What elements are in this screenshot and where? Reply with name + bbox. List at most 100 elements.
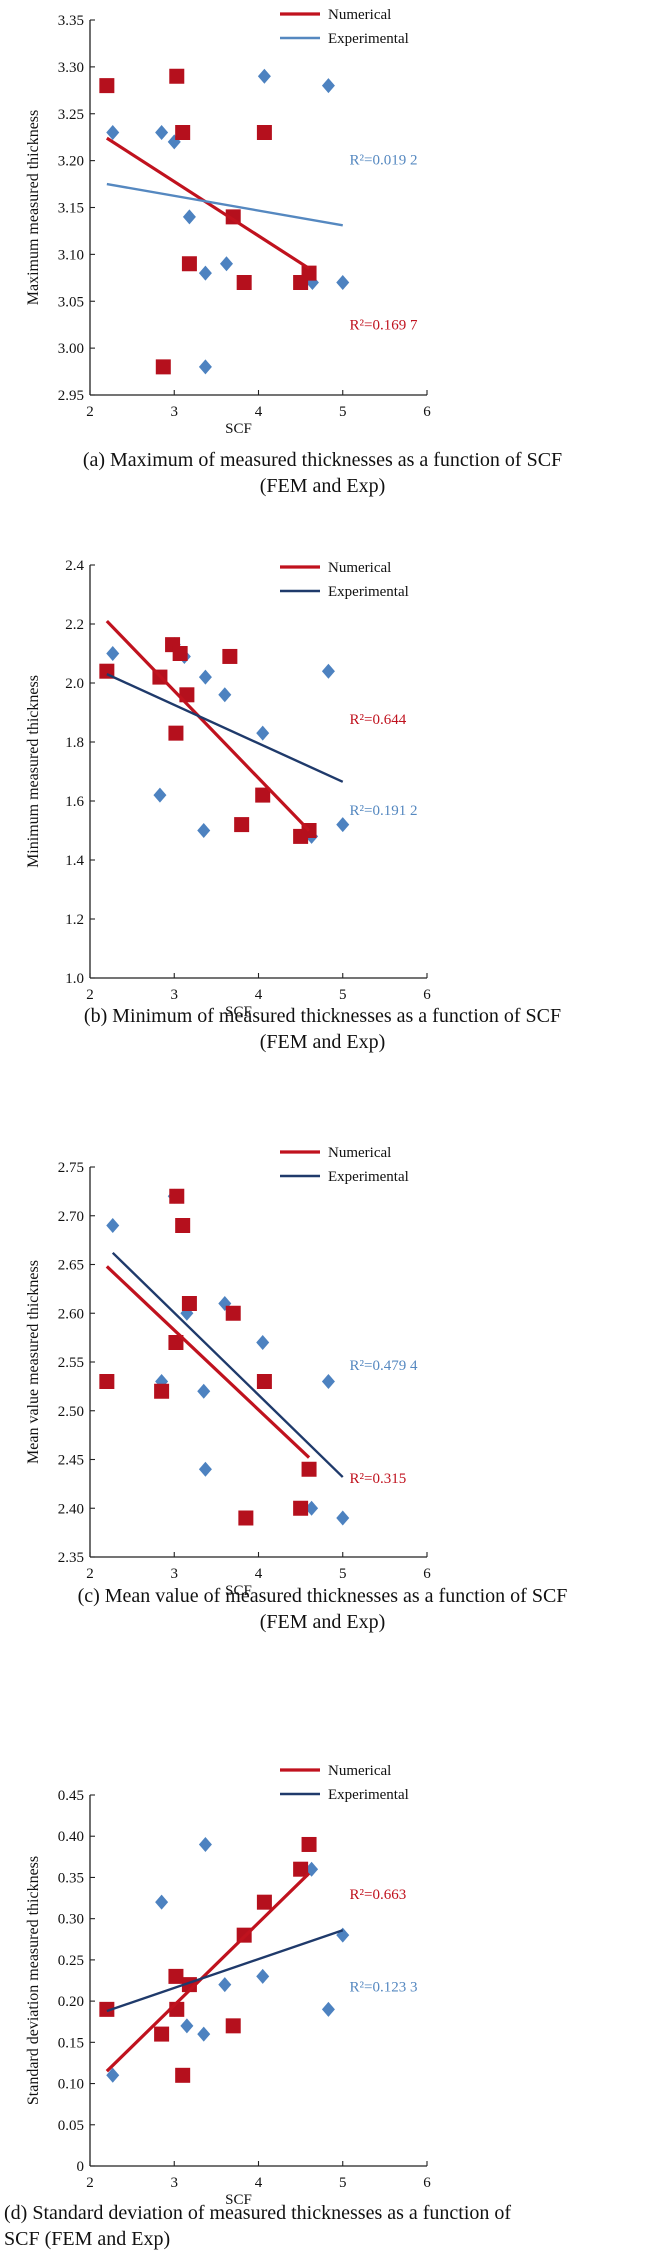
- numerical-point: [99, 2001, 115, 2017]
- legend-numerical-label: Numerical: [328, 1145, 391, 1161]
- caption-b-line-1: (b) Minimum of measured thicknesses as a…: [83, 1005, 562, 1027]
- numerical-trend-line: [105, 619, 311, 832]
- y-tick-label: 2.35: [58, 1550, 84, 1566]
- experimental-point: [180, 2018, 194, 2034]
- y-axis-label: Minimum measured thickness: [25, 675, 42, 868]
- numerical-trend-line: [105, 136, 310, 270]
- experimental-point: [219, 256, 233, 272]
- caption-a: (a) Maximum of measured thicknesses as a…: [0, 447, 645, 499]
- y-tick-label: 2.55: [58, 1355, 84, 1371]
- numerical-point: [225, 1305, 241, 1321]
- numerical-r2-label: R²=0.663: [349, 1887, 406, 1903]
- legend-experimental-label: Experimental: [328, 1787, 409, 1803]
- numerical-point: [168, 1968, 184, 1984]
- y-tick-label: 2.0: [65, 676, 84, 692]
- caption-b-line-2: (FEM and Exp): [259, 1031, 386, 1053]
- y-tick-label: 0.30: [58, 1912, 84, 1928]
- experimental-point: [106, 2067, 120, 2083]
- x-tick-label: 2: [86, 2175, 94, 2191]
- x-tick-label: 6: [423, 404, 431, 420]
- experimental-point: [198, 265, 212, 281]
- experimental-r2-label: R²=0.123 3: [349, 1980, 417, 1996]
- x-tick-label: 4: [255, 1566, 263, 1582]
- x-tick-label: 3: [171, 987, 179, 1003]
- experimental-point: [321, 663, 335, 679]
- numerical-point: [238, 1510, 254, 1526]
- experimental-point: [218, 687, 232, 703]
- caption-c: (c) Mean value of measured thicknesses a…: [0, 1583, 645, 1635]
- legend: Numerical Experimental: [280, 560, 409, 600]
- x-tick-label: 3: [171, 404, 179, 420]
- y-tick-label: 2.60: [58, 1306, 84, 1322]
- legend-experimental-label: Experimental: [328, 584, 409, 600]
- y-tick-label: 1.2: [65, 912, 84, 928]
- numerical-point: [293, 1861, 309, 1877]
- experimental-point: [106, 125, 120, 140]
- y-tick-label: 2.70: [58, 1209, 84, 1225]
- numerical-point: [255, 787, 271, 803]
- y-tick-label: 1.6: [65, 794, 84, 810]
- y-tick-label: 3.30: [58, 60, 84, 76]
- caption-b: (b) Minimum of measured thicknesses as a…: [0, 1003, 645, 1055]
- y-tick-label: 2.4: [65, 558, 84, 574]
- y-tick-label: 3.20: [58, 154, 84, 170]
- chart-c: 2 3 4 5 6 2.35 2.40 2.45 2.50 2.55 2.60 2.65 2.70 2.7…: [25, 1145, 431, 1599]
- y-tick-label: 2.65: [58, 1258, 84, 1274]
- y-tick-label: 2.50: [58, 1404, 84, 1420]
- caption-c-line-1: (c) Mean value of measured thicknesses a…: [77, 1585, 568, 1607]
- y-axis-label: Maximum measured thickness: [25, 110, 42, 306]
- x-tick-label: 6: [423, 2175, 431, 2191]
- experimental-point: [198, 1836, 212, 1852]
- experimental-point: [155, 1894, 169, 1910]
- numerical-point: [234, 817, 250, 833]
- numerical-trend-line: [105, 1872, 311, 2073]
- x-axis-label: SCF: [225, 2192, 252, 2208]
- caption-a-line-2: (FEM and Exp): [259, 475, 386, 497]
- x-tick-label: 6: [423, 1566, 431, 1582]
- experimental-point: [256, 1968, 270, 1984]
- experimental-trend-line: [111, 1251, 344, 1478]
- experimental-point: [182, 209, 196, 225]
- numerical-point: [222, 648, 238, 664]
- experimental-point: [218, 1977, 232, 1993]
- y-tick-label: 0.35: [58, 1870, 84, 1886]
- numerical-point: [155, 359, 171, 375]
- y-tick-label: 0.25: [58, 1953, 84, 1969]
- legend-numerical-label: Numerical: [328, 1763, 391, 1779]
- numerical-point: [168, 1335, 184, 1350]
- y-tick-label: 0.45: [58, 1788, 84, 1804]
- y-tick-label: 1.8: [65, 735, 84, 751]
- numerical-point: [99, 1374, 115, 1389]
- experimental-point: [336, 275, 350, 290]
- y-tick-label: 3.10: [58, 247, 84, 263]
- experimental-r2-label: R²=0.019 2: [349, 152, 417, 168]
- numerical-point: [172, 646, 188, 661]
- experimental-point: [197, 2026, 211, 2042]
- x-tick-label: 5: [339, 987, 347, 1003]
- legend: Numerical Experimental: [280, 7, 409, 47]
- numerical-point: [169, 1188, 185, 1204]
- y-tick-label: 0.20: [58, 1994, 84, 2010]
- caption-d-line-2: SCF (FEM and Exp): [4, 2228, 171, 2250]
- experimental-r2-label: R²=0.191 2: [349, 803, 417, 819]
- y-tick-label: 3.15: [58, 201, 84, 217]
- y-tick-label: 3.35: [58, 13, 84, 29]
- experimental-point: [321, 2001, 335, 2017]
- y-tick-label: 2.95: [58, 388, 84, 404]
- numerical-trend-line: [105, 1265, 311, 1459]
- experimental-point: [336, 1927, 350, 1943]
- y-tick-label: 2.40: [58, 1501, 84, 1517]
- experimental-point: [256, 1335, 270, 1350]
- x-tick-label: 5: [339, 1566, 347, 1582]
- numerical-point: [175, 125, 191, 140]
- x-tick-label: 2: [86, 404, 94, 420]
- numerical-point: [181, 1296, 197, 1311]
- experimental-point: [198, 1461, 212, 1477]
- x-tick-label: 4: [255, 2175, 263, 2191]
- experimental-trend-line: [106, 182, 343, 227]
- chart-a: 2 3 4 5 6 2.95 3.00 3.05 3.10 3.15 3.20 3.25 3.30 3.3…: [25, 7, 431, 437]
- y-tick-label: 3.00: [58, 341, 84, 357]
- numerical-point: [168, 725, 184, 741]
- numerical-point: [256, 1894, 272, 1910]
